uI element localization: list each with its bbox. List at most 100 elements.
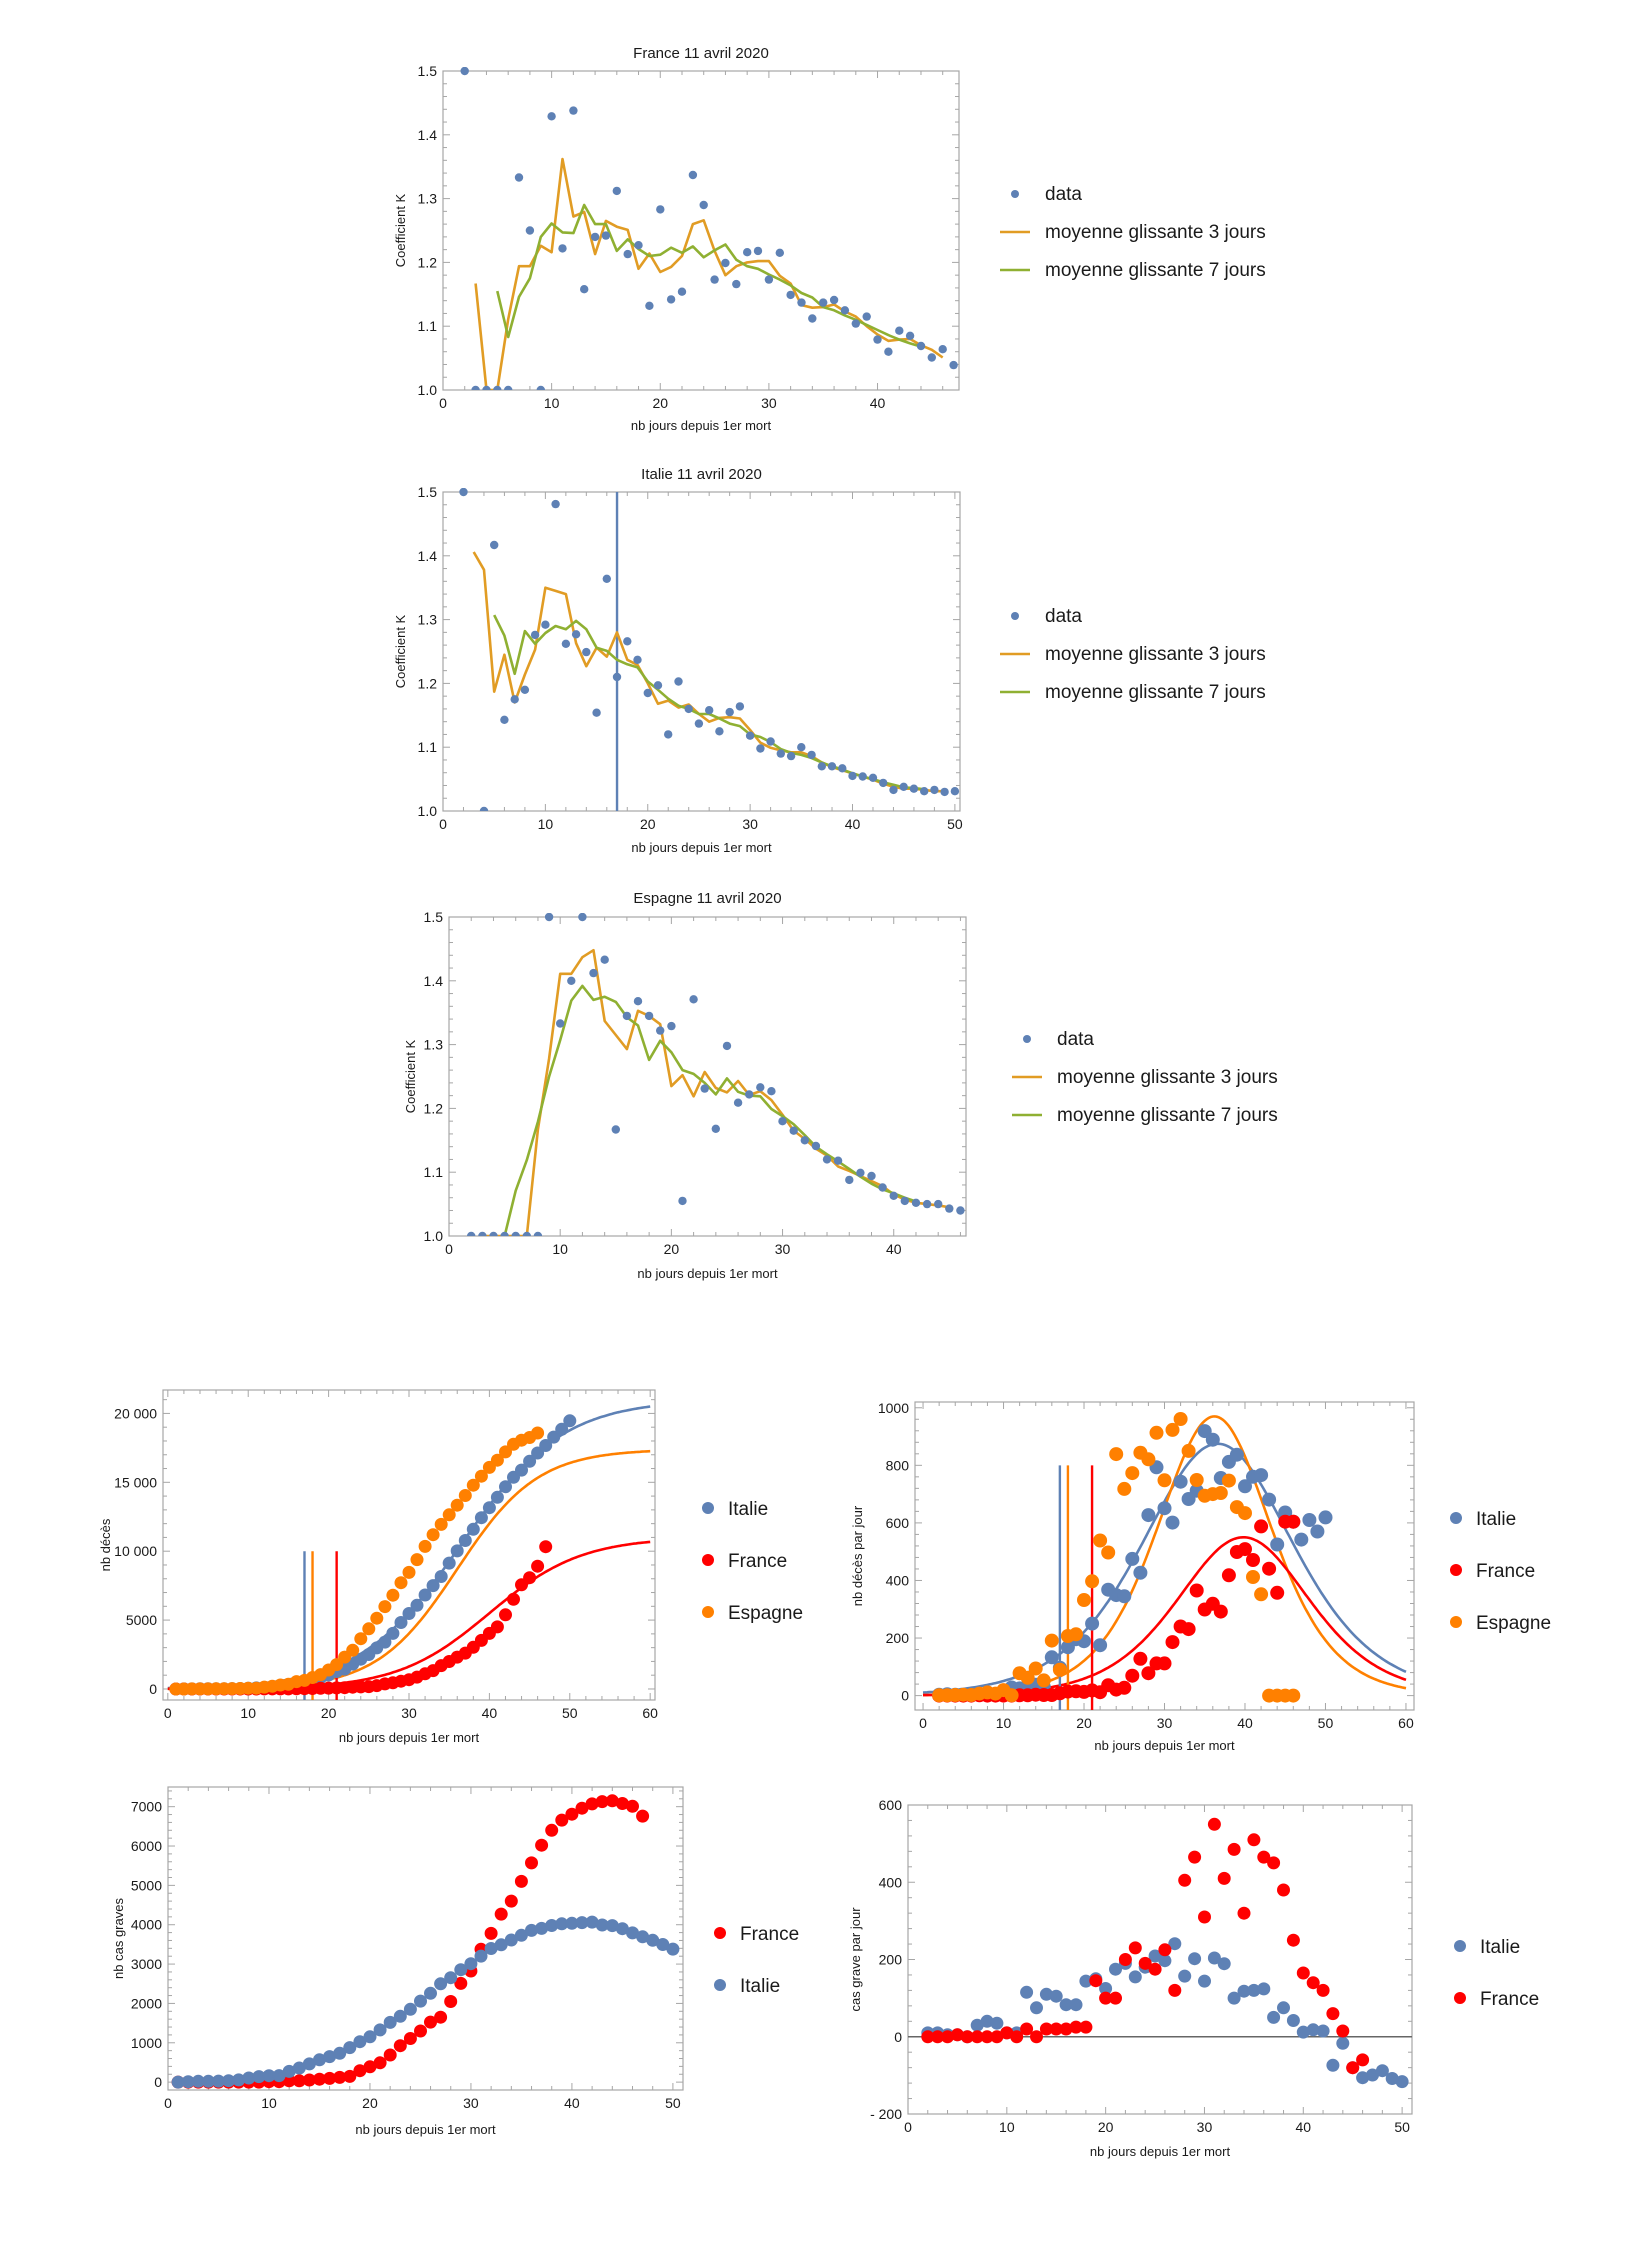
data-point: [1198, 1974, 1211, 1988]
legend-marker-point: [1450, 1616, 1462, 1628]
legend-marker-point: [702, 1502, 714, 1514]
data-point: [656, 205, 665, 214]
y-tick-label: 200: [886, 1630, 910, 1646]
data-point: [426, 1579, 440, 1593]
data-point: [575, 1916, 589, 1930]
data-point: [525, 226, 535, 235]
data-point: [556, 1019, 565, 1028]
data-point: [602, 574, 611, 583]
y-tick-label: 800: [886, 1457, 910, 1473]
legend-item: France: [1454, 1989, 1539, 2010]
data-point: [1036, 1673, 1051, 1688]
data-point: [674, 677, 683, 686]
data-point: [282, 2074, 296, 2088]
legend-label: moyenne glissante 7 jours: [1045, 682, 1266, 703]
data-point: [722, 1041, 732, 1051]
legend-label: moyenne glissante 3 jours: [1045, 222, 1266, 243]
data-point: [664, 730, 673, 739]
data-point: [292, 2061, 306, 2075]
data-point: [402, 1565, 416, 1579]
data-point: [313, 2053, 326, 2067]
data-point: [442, 1508, 456, 1522]
data-point: [386, 1588, 400, 1602]
x-tick-label: 60: [642, 1705, 658, 1721]
legend-item: Italie: [714, 1976, 780, 1997]
data-point: [479, 806, 489, 811]
data-point: [732, 279, 741, 289]
data-point: [848, 771, 857, 781]
data-point: [1093, 1533, 1108, 1548]
legend-item: Italie: [1450, 1509, 1516, 1530]
y-tick-label: 1.3: [418, 191, 438, 207]
data-point: [1346, 2061, 1360, 2075]
x-tick-label: 30: [775, 1241, 791, 1257]
data-point: [1254, 1519, 1269, 1534]
data-point: [450, 1498, 464, 1512]
data-point: [1286, 2014, 1300, 2027]
y-axis-label: nb décès par jour: [850, 1505, 865, 1606]
data-point: [292, 2074, 306, 2088]
y-tick-label: 1000: [878, 1400, 909, 1416]
data-point: [523, 1571, 537, 1585]
data-point: [353, 2035, 367, 2049]
data-point: [895, 326, 904, 335]
data-point: [555, 1813, 569, 1827]
data-point: [1306, 2023, 1320, 2037]
data-point: [1267, 1856, 1281, 1870]
legend-label: Italie: [740, 1976, 780, 1997]
data-point: [667, 1021, 676, 1031]
data-point: [688, 170, 698, 180]
x-tick-label: 0: [164, 2095, 172, 2111]
data-point: [949, 360, 958, 370]
data-point: [873, 335, 882, 344]
data-point: [403, 2032, 417, 2045]
x-tick-label: 60: [1398, 1715, 1414, 1731]
data-point: [1238, 1506, 1252, 1521]
data-point: [950, 2028, 964, 2042]
data-point: [833, 1156, 843, 1165]
legend-item: moyenne glissante 3 jours: [1000, 644, 1266, 665]
data-point: [474, 1511, 488, 1525]
data-point: [484, 1942, 498, 1955]
legend-item: moyenne glissante 3 jours: [1000, 222, 1266, 243]
legend-label: Italie: [728, 1499, 768, 1520]
data-point: [1310, 1524, 1325, 1539]
data-point: [980, 2014, 994, 2028]
data-point: [1093, 1638, 1108, 1653]
data-point: [1178, 1969, 1192, 1983]
data-point: [1227, 1991, 1241, 2005]
legend-marker-point: [1450, 1564, 1462, 1576]
data-point: [745, 731, 755, 740]
data-point: [1157, 1656, 1172, 1671]
legend-label: Italie: [1476, 1509, 1516, 1530]
data-point: [1020, 1670, 1035, 1685]
x-tick-label: 50: [562, 1705, 578, 1721]
x-tick-label: 50: [665, 2095, 681, 2111]
x-tick-label: 20: [664, 1241, 680, 1257]
data-point: [1286, 1688, 1301, 1703]
data-point: [710, 275, 719, 284]
data-point: [643, 688, 652, 698]
y-tick-label: 5000: [126, 1612, 157, 1628]
legend-label: moyenne glissante 3 jours: [1057, 1067, 1278, 1088]
data-point: [547, 112, 556, 121]
data-point: [272, 2069, 286, 2083]
legend-item: Espagne: [702, 1603, 803, 1624]
data-point: [1189, 1473, 1204, 1487]
data-point: [956, 1206, 965, 1215]
y-tick-label: 20 000: [114, 1405, 157, 1421]
data-point: [960, 2030, 974, 2044]
data-point: [343, 2041, 357, 2055]
data-point: [1133, 1651, 1148, 1666]
data-point: [1125, 1466, 1140, 1481]
data-point: [930, 785, 939, 795]
data-point: [482, 385, 491, 390]
chart-k-espagne: Espagne 11 avril 2020 0 10 20 30 40 1.0 1.1 1.2 1…: [403, 890, 1278, 1281]
data-point: [1020, 2022, 1034, 2036]
x-tick-label: 10: [538, 816, 554, 832]
y-tick-label: 1.2: [418, 675, 438, 691]
legend-marker-point: [714, 1927, 726, 1939]
x-tick-label: 20: [640, 816, 656, 832]
data-point: [544, 913, 554, 922]
data-point: [1375, 2064, 1389, 2078]
